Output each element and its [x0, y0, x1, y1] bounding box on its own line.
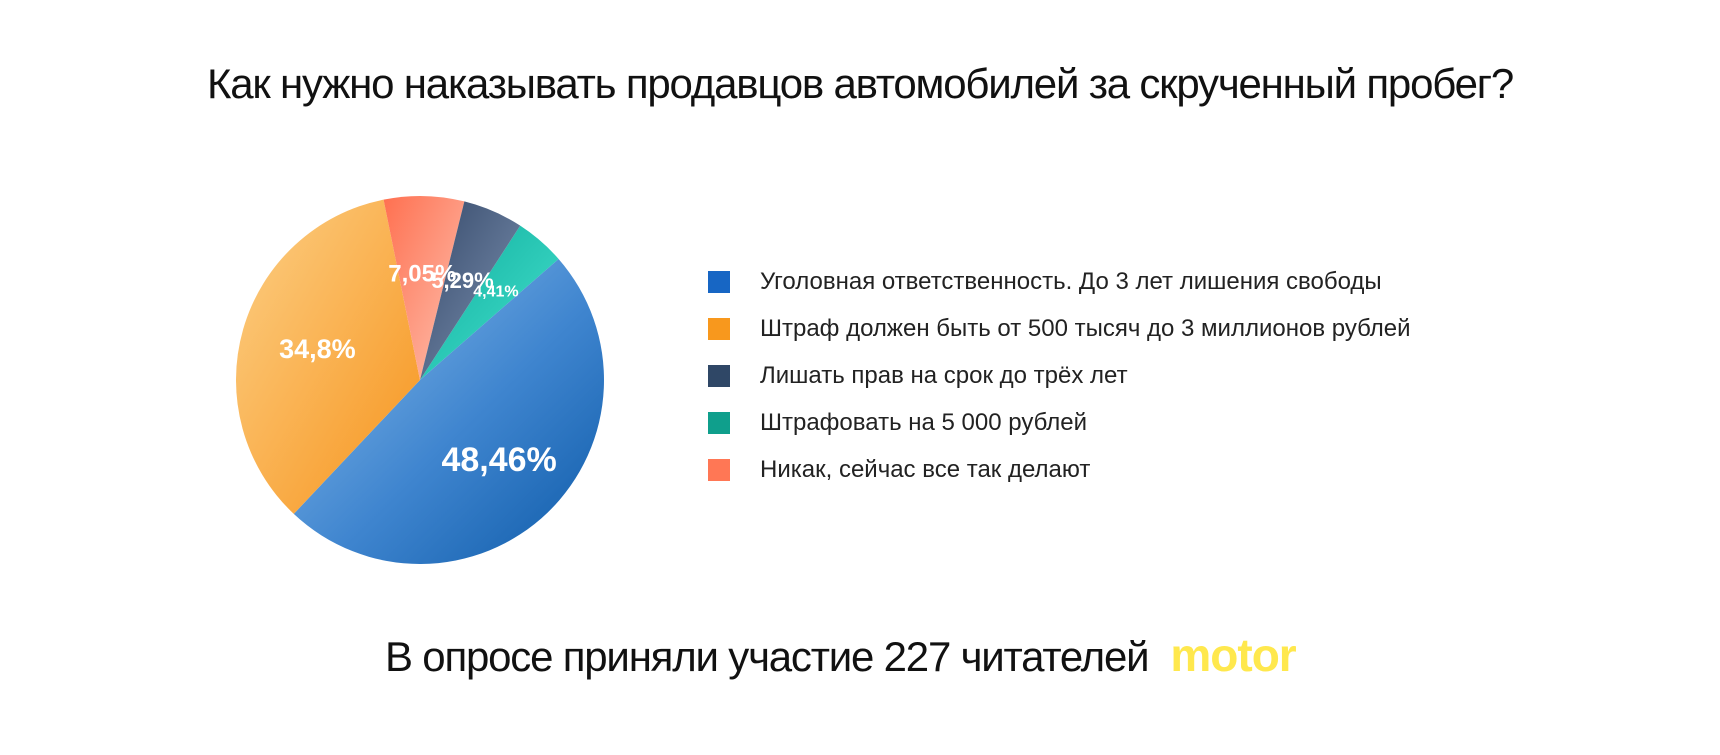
slice-value-label: 5,29% — [431, 268, 493, 293]
slice-value-label: 7,05% — [388, 260, 456, 287]
slice-value-label: 48,46% — [441, 441, 556, 479]
legend-swatch — [708, 458, 730, 481]
legend-item: Штрафовать на 5 000 рублей — [708, 399, 1411, 446]
legend-label: Уголовная ответственность. До 3 лет лише… — [760, 267, 1382, 295]
legend-swatch — [708, 270, 730, 293]
pie-slice — [420, 225, 559, 380]
slice-value-label: 34,8% — [279, 334, 356, 364]
chart-title: Как нужно наказывать продавцов автомобил… — [206, 60, 1514, 107]
pie-slice — [383, 195, 465, 380]
legend-label: Штрафовать на 5 000 рублей — [760, 408, 1088, 436]
legend-swatch — [708, 317, 730, 340]
motor-logo: motor — [1170, 629, 1296, 681]
participants-note: В опросе приняли участие 227 читателей — [385, 633, 1150, 680]
legend-label: Штраф должен быть от 500 тысяч до 3 милл… — [760, 314, 1411, 342]
legend-label: Никак, сейчас все так делают — [760, 455, 1091, 483]
pie-chart: 4,41% 48,46% 34,8% 7,05%5,29% — [235, 195, 604, 564]
legend-item: Никак, сейчас все так делают — [708, 446, 1411, 493]
legend-swatch — [708, 364, 730, 387]
legend-item: Штраф должен быть от 500 тысяч до 3 милл… — [708, 305, 1411, 352]
footer: В опросе приняли участие 227 читателей m… — [385, 628, 1297, 682]
pie-slice — [235, 199, 420, 514]
legend-label: Лишать прав на срок до трёх лет — [760, 361, 1128, 389]
legend: Уголовная ответственность. До 3 лет лише… — [708, 258, 1411, 493]
legend-swatch — [708, 411, 730, 434]
legend-item: Уголовная ответственность. До 3 лет лише… — [708, 258, 1411, 305]
pie-slice — [293, 258, 604, 564]
slice-value-label: 4,41% — [473, 284, 518, 301]
pie-slice — [420, 201, 521, 380]
legend-item: Лишать прав на срок до трёх лет — [708, 352, 1411, 399]
